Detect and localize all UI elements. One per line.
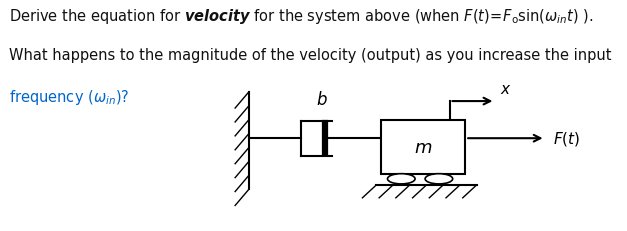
Text: $b$: $b$ xyxy=(316,91,327,109)
Text: $x$: $x$ xyxy=(500,82,512,97)
Text: $m$: $m$ xyxy=(414,138,432,156)
Circle shape xyxy=(425,174,453,184)
Text: Derive the equation for $\bfit{velocity}$ for the system above (when $F(t)\!=\!F: Derive the equation for $\bfit{velocity}… xyxy=(9,7,594,26)
Circle shape xyxy=(387,174,415,184)
Text: $F(t)$: $F(t)$ xyxy=(553,130,581,148)
Text: frequency $(\omega_{in})$?: frequency $(\omega_{in})$? xyxy=(9,88,130,107)
Bar xyxy=(381,120,465,174)
Text: What happens to the magnitude of the velocity (output) as you increase the input: What happens to the magnitude of the vel… xyxy=(9,47,612,62)
